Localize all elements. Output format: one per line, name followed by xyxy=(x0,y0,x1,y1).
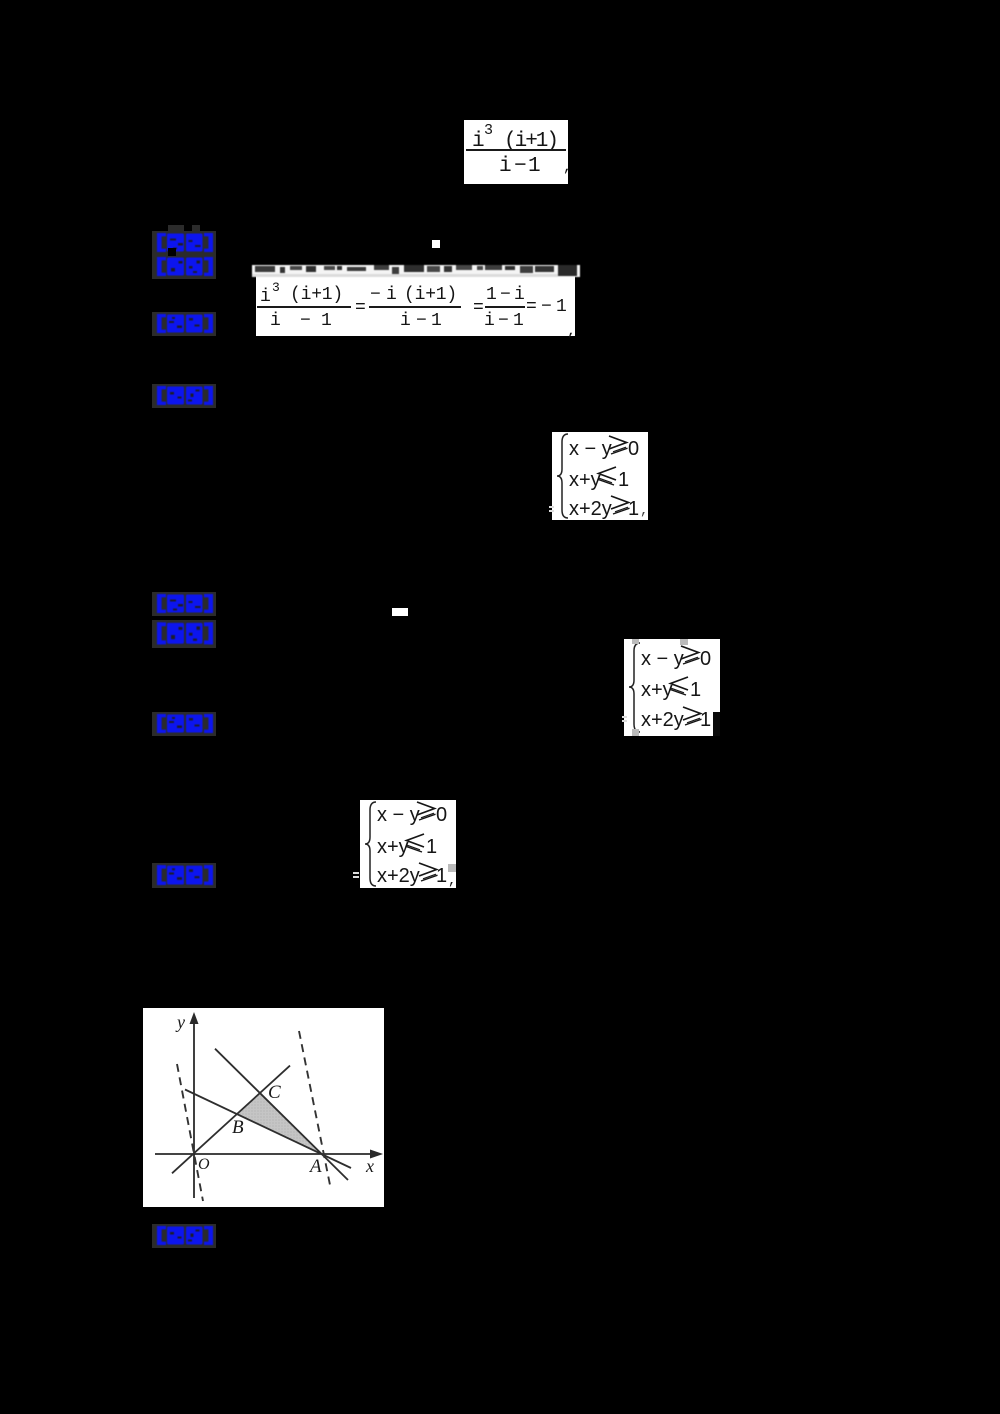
svg-text:O: O xyxy=(198,1156,210,1173)
svg-text:y: y xyxy=(175,1012,185,1032)
svg-text:A: A xyxy=(308,1156,322,1177)
svg-text:C: C xyxy=(268,1082,281,1103)
svg-text:B: B xyxy=(232,1117,244,1138)
svg-text:x: x xyxy=(365,1156,374,1176)
